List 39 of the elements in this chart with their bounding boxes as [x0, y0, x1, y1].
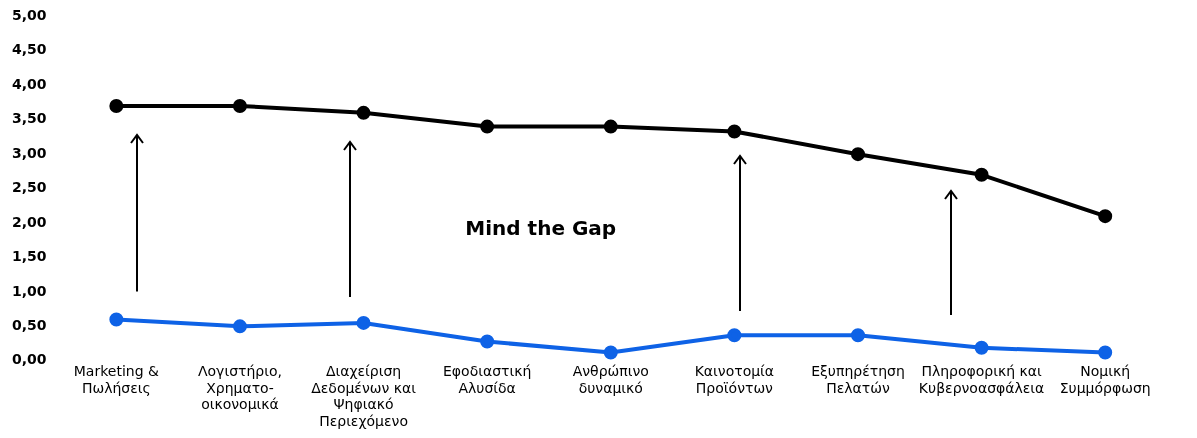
y-tick-label: 3,50 [12, 110, 47, 127]
point [974, 340, 989, 355]
x-tick-label: Διαχείριση Δεδομένων και Ψηφιακό Περιεχόμενο [311, 362, 417, 430]
x-tick-label: Ανθρώπινο δυναμικό [572, 362, 649, 396]
y-tick-label: 2,50 [12, 179, 47, 196]
point [603, 345, 618, 360]
x-tick-label: Πληροφορική και Κυβερνοασφάλεια [918, 362, 1045, 396]
y-tick-label: 5,00 [12, 7, 47, 24]
y-tick-label: 4,50 [12, 41, 47, 58]
y-tick-label: 0,50 [12, 317, 47, 333]
x-tick-label: Λογιστήριο, Χρηματο-οικονομικά [197, 362, 282, 413]
x-tick-label: Νομική Συμμόρφωση [1059, 362, 1151, 396]
point [727, 124, 742, 139]
point [974, 167, 989, 182]
annotation: Mind the Gap [465, 216, 617, 241]
point [356, 315, 371, 330]
y-tick-label: 3,00 [12, 144, 47, 161]
y-tick-label: 0,00 [12, 351, 47, 368]
y-tick-label: 1,00 [12, 282, 47, 299]
point [109, 98, 124, 113]
point [1098, 209, 1113, 224]
point [1098, 345, 1113, 360]
point [480, 334, 495, 349]
point [232, 319, 247, 334]
y-tick-label: 4,00 [12, 75, 47, 92]
x-tick-label: Καινοτομία Προϊόντων [694, 362, 775, 396]
point [480, 119, 495, 134]
x-tick-label: Εξυπηρέτηση Πελατών [811, 362, 905, 396]
point [850, 147, 865, 162]
point [727, 328, 742, 343]
x-tick-label: Εφοδιαστική Αλυσίδα [442, 362, 532, 396]
point [603, 119, 618, 134]
point [109, 312, 124, 327]
point [356, 105, 371, 120]
x-tick-label: Marketing & Πωλήσεις [73, 362, 159, 396]
y-tick-label: 2,00 [12, 213, 47, 230]
y-tick-label: 1,50 [12, 248, 47, 265]
point [232, 98, 247, 113]
point [850, 328, 865, 343]
